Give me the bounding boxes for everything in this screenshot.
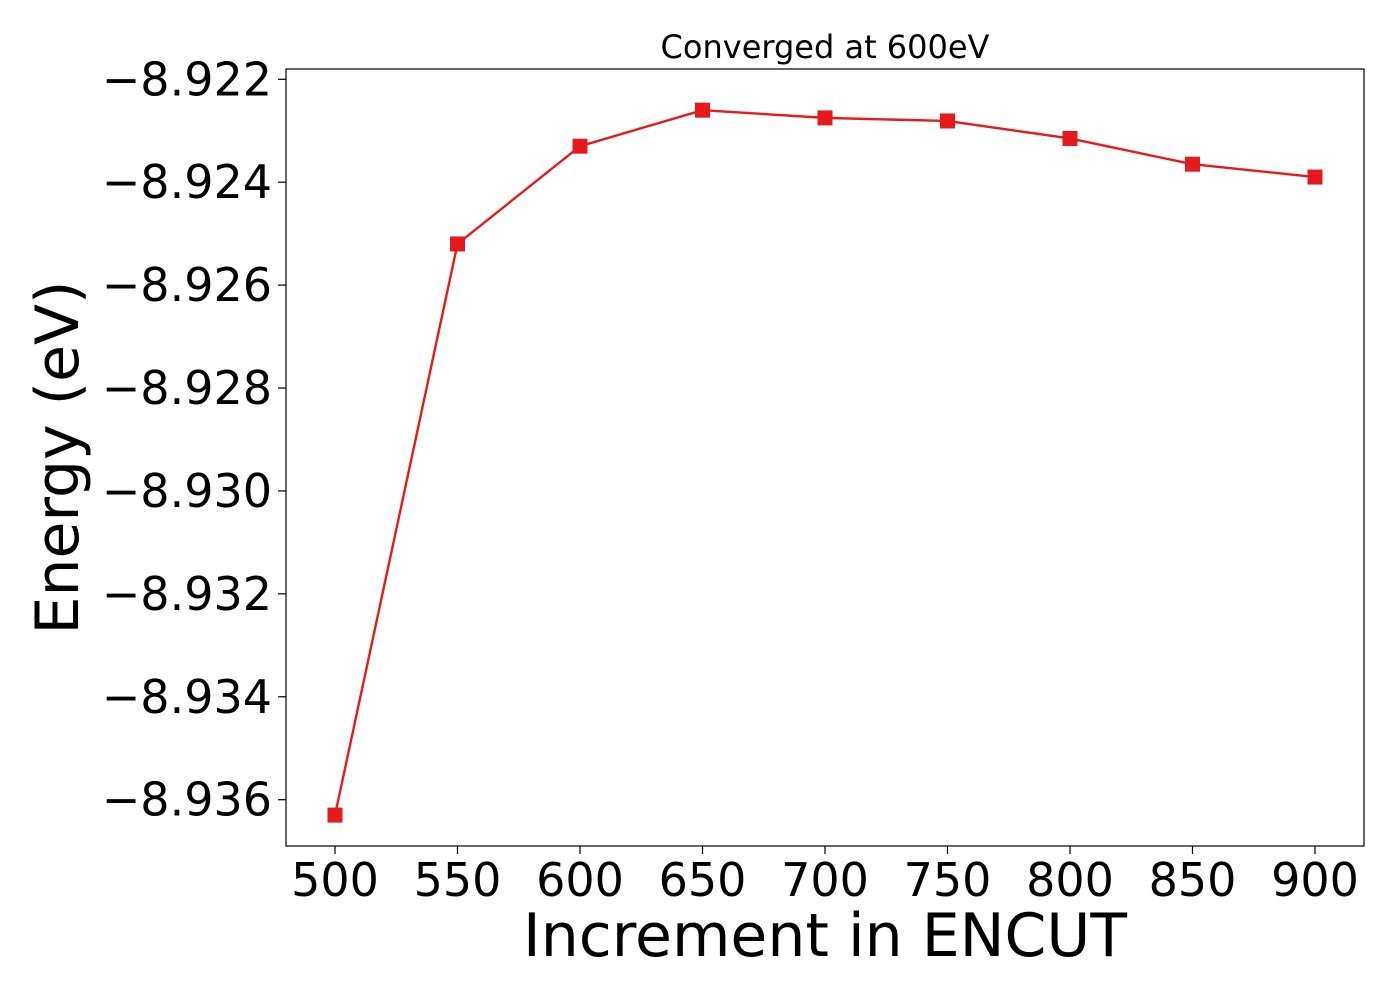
x-axis-label: Increment in ENCUT [523,901,1127,971]
data-point-marker [572,138,588,154]
data-point-marker [1307,169,1323,185]
y-tick-label: −8.936 [102,773,272,827]
chart-title: Converged at 600eV [661,28,990,66]
x-tick-label: 750 [904,853,992,907]
x-tick-label: 650 [659,853,747,907]
y-tick-label: −8.934 [102,670,272,724]
y-axis-label: Energy (eV) [23,281,93,635]
y-tick-label: −8.924 [102,155,272,209]
data-point-marker [1062,130,1078,146]
data-point-marker [940,113,955,129]
plot-area-frame [285,68,1365,847]
y-tick-label: −8.922 [102,52,272,106]
y-tick-label: −8.928 [102,361,272,415]
series-layer [327,102,1323,823]
data-point-marker [1185,156,1200,172]
x-tick-label: 850 [1149,853,1237,907]
x-tick-label: 600 [536,853,624,907]
ticks-layer: 500 550 600 650 700 750 800 850 900 −8.922 −8.924 −… [102,52,1359,907]
x-tick-label: 900 [1271,853,1359,907]
y-tick-label: −8.932 [102,567,272,621]
data-point-marker [695,102,710,118]
y-tick-label: −8.930 [102,464,272,518]
x-tick-label: 800 [1026,853,1114,907]
data-point-marker [450,236,465,252]
data-point-marker [327,807,343,823]
x-tick-label: 550 [414,853,502,907]
data-point-marker [817,110,833,126]
y-tick-label: −8.926 [102,258,272,312]
x-tick-label: 500 [291,853,379,907]
x-tick-label: 700 [781,853,869,907]
